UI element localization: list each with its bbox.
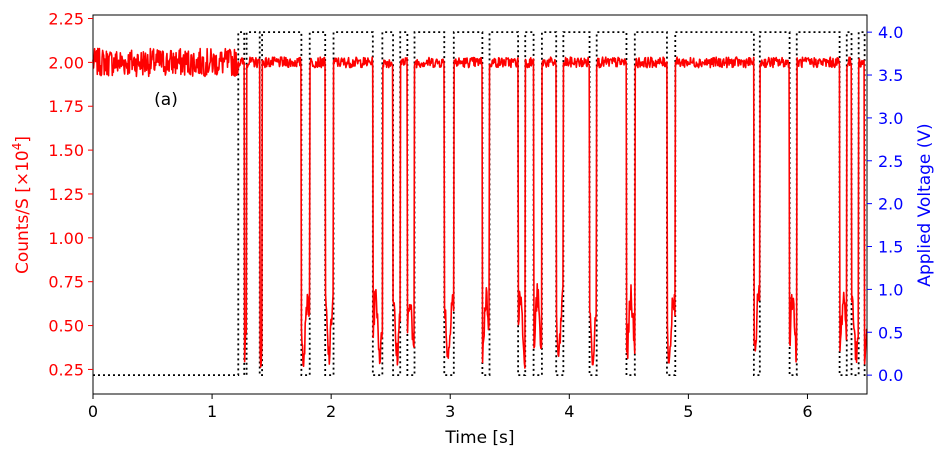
counts-series-line: [92, 47, 868, 369]
left-y-tick-label: 1.00: [48, 229, 84, 248]
left-y-tick-label: 0.75: [48, 273, 84, 292]
x-tick: 6: [802, 394, 813, 421]
left-y-tick-label: 1.50: [48, 141, 84, 160]
left-y-tick-label: 2.00: [48, 53, 84, 72]
x-tick: 1: [207, 394, 217, 421]
plot-border: [92, 14, 868, 395]
x-tick-label: 3: [445, 402, 455, 421]
right-y-tick: 0.5: [867, 323, 903, 342]
left-y-tick-label: 0.50: [48, 317, 84, 336]
left-y-tick: 1.00: [48, 229, 93, 248]
right-y-tick: 3.0: [867, 109, 903, 128]
x-tick-label: 0: [88, 402, 98, 421]
x-tick-label: 6: [802, 402, 812, 421]
right-y-axis-ticks: 0.0 0.5 1.0 1.5 2.0 2.5 3.0 3.5 4.0: [867, 23, 903, 385]
x-tick-label: 4: [564, 402, 574, 421]
left-y-tick: 1.50: [48, 141, 93, 160]
right-y-tick: 0.0: [867, 366, 903, 385]
right-y-tick-label: 3.0: [878, 109, 903, 128]
left-y-tick-label: 2.25: [48, 10, 84, 29]
right-y-tick-label: 1.5: [878, 238, 903, 257]
right-y-tick-label: 2.5: [878, 152, 903, 171]
left-y-tick: 0.50: [48, 317, 93, 336]
annotation-label: (a): [154, 90, 178, 110]
left-y-tick-label: 1.75: [48, 97, 84, 116]
left-y-tick: 0.75: [48, 273, 93, 292]
x-tick: 0: [88, 394, 98, 421]
left-y-tick: 2.00: [48, 53, 93, 72]
right-y-tick: 1.0: [867, 280, 903, 299]
left-y-axis-label-base: Counts/S [×10: [13, 150, 33, 274]
left-y-axis-label-suffix: ]: [13, 136, 33, 143]
x-tick: 5: [683, 394, 693, 421]
left-y-tick: 1.75: [48, 97, 93, 116]
left-y-tick-label: 1.25: [48, 185, 84, 204]
x-tick: 2: [326, 394, 336, 421]
left-y-axis-label-exponent: 4: [10, 143, 24, 151]
x-tick: 3: [445, 394, 455, 421]
right-y-tick: 3.5: [867, 66, 903, 85]
right-y-tick: 1.5: [867, 238, 903, 257]
left-y-axis-label: Counts/S [×104]: [10, 136, 33, 274]
left-y-tick: 2.25: [48, 10, 93, 29]
right-y-tick: 2.5: [867, 152, 903, 171]
left-y-tick-label: 0.25: [48, 360, 84, 379]
x-tick-label: 5: [683, 402, 693, 421]
x-axis-ticks: 0 1 2 3 4 5 6: [88, 394, 813, 421]
plot-lines: [92, 31, 868, 377]
voltage-series-line: [93, 31, 867, 377]
right-y-tick-label: 0.5: [878, 323, 903, 342]
x-tick-label: 2: [326, 402, 336, 421]
left-y-axis-ticks: 0.25 0.50 0.75 1.00 1.25 1.50 1.75 2.00 2.25: [48, 10, 93, 379]
x-tick: 4: [564, 394, 574, 421]
x-axis-label: Time [s]: [444, 428, 514, 448]
x-tick-label: 1: [207, 402, 217, 421]
left-y-tick: 0.25: [48, 360, 93, 379]
plot-frame: [92, 14, 868, 395]
right-y-tick-label: 1.0: [878, 280, 903, 299]
right-y-tick-label: 0.0: [878, 366, 903, 385]
right-y-tick: 4.0: [867, 23, 903, 42]
right-y-tick-label: 3.5: [878, 66, 903, 85]
right-y-tick-label: 2.0: [878, 195, 903, 214]
left-y-tick: 1.25: [48, 185, 93, 204]
right-y-axis-label: Applied Voltage (V): [915, 123, 935, 286]
right-y-tick: 2.0: [867, 195, 903, 214]
right-y-tick-label: 4.0: [878, 23, 903, 42]
